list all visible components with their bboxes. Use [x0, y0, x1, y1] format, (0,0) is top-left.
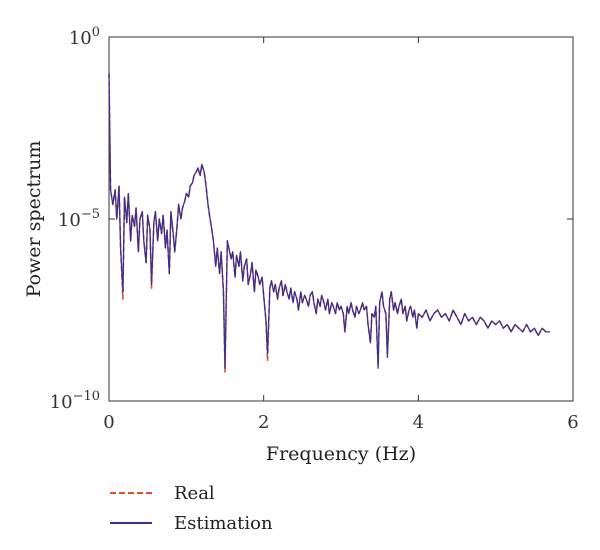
x-tick-label-2: 2: [258, 412, 269, 433]
legend-swatch-real: [110, 492, 152, 494]
y-axis-title: Power spectrum: [23, 141, 45, 298]
legend-item-estimation: Estimation: [110, 508, 273, 538]
y-tick-label-1e-10: 10−10: [50, 389, 100, 413]
legend-item-real: Real: [110, 478, 273, 508]
series-line-estimation: [108, 73, 550, 369]
y-tick-label-1e-5: 10−5: [58, 207, 100, 231]
x-tick-label-0: 0: [103, 412, 114, 433]
legend: Real Estimation: [110, 478, 273, 538]
legend-label-estimation: Estimation: [174, 512, 273, 534]
axis-ticks: [108, 36, 574, 402]
y-tick-label-1e0: 100: [69, 25, 100, 49]
x-tick-label-6: 6: [567, 412, 578, 433]
legend-label-real: Real: [174, 482, 215, 504]
x-tick-label-4: 4: [413, 412, 424, 433]
series-layer: [108, 73, 550, 373]
legend-swatch-estimation: [110, 522, 152, 524]
plot-area: [108, 36, 574, 402]
x-axis-title: Frequency (Hz): [266, 443, 416, 465]
